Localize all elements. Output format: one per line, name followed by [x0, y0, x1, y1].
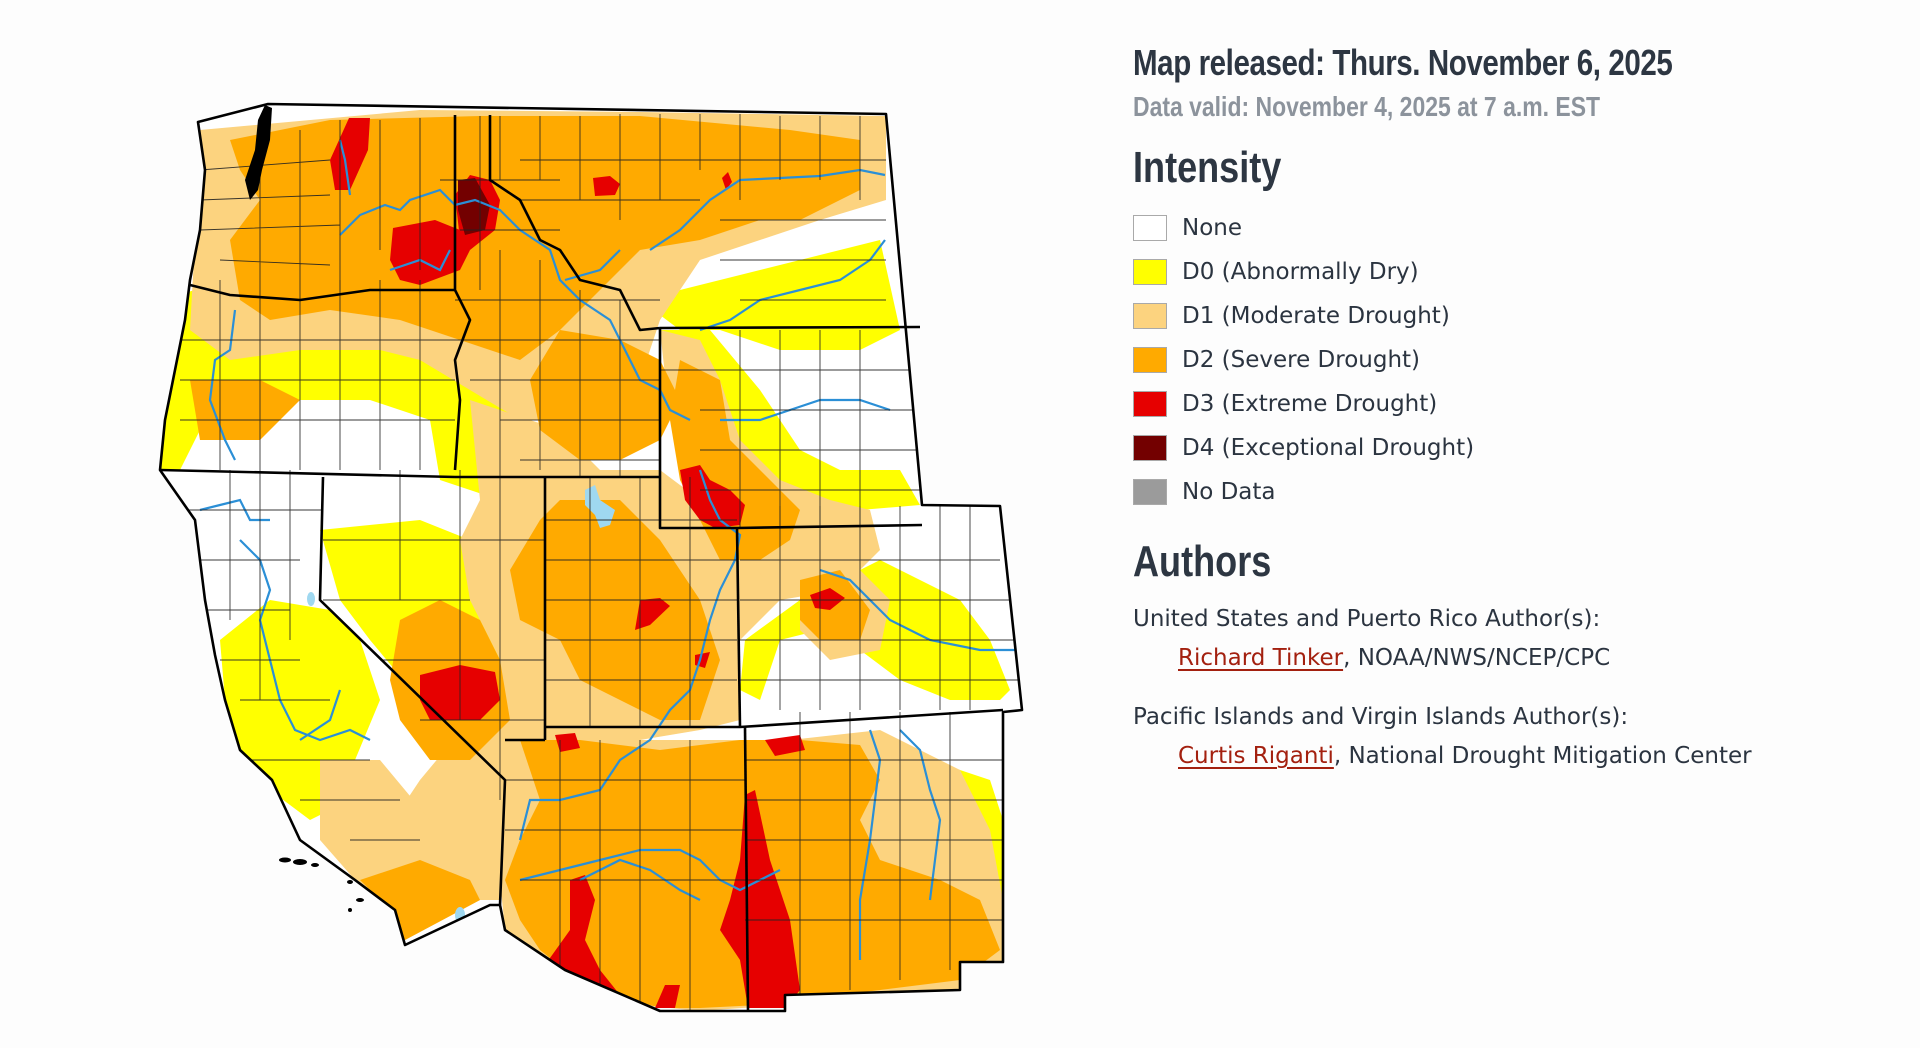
swatch-d0-icon — [1133, 259, 1167, 285]
swatch-d3-icon — [1133, 391, 1167, 417]
d4-areas — [458, 178, 490, 235]
legend-code: D4 — [1182, 435, 1215, 461]
intensity-heading: Intensity — [1133, 143, 1282, 192]
legend-code: D1 — [1182, 303, 1215, 329]
author-link-curtis-riganti[interactable]: Curtis Riganti — [1178, 743, 1334, 769]
legend-code: D2 — [1182, 347, 1215, 373]
intensity-legend: None D0 (Abnormally Dry) D1 (Moderate Dr… — [1133, 206, 1893, 514]
legend-desc: (Exceptional Drought) — [1221, 435, 1475, 461]
drought-map — [140, 90, 1040, 1030]
legend-code: D0 — [1182, 259, 1215, 285]
legend-item-d3: D3 (Extreme Drought) — [1133, 382, 1893, 426]
swatch-d2-icon — [1133, 347, 1167, 373]
legend-desc: (Severe Drought) — [1221, 347, 1421, 373]
author-group-label-us: United States and Puerto Rico Author(s): — [1133, 606, 1601, 632]
legend-desc: (Moderate Drought) — [1221, 303, 1450, 329]
legend-desc: (Extreme Drought) — [1221, 391, 1438, 417]
d2-areas — [190, 116, 1000, 1008]
legend-item-none: None — [1133, 206, 1893, 250]
swatch-none-icon — [1133, 215, 1167, 241]
state-borders — [158, 102, 1024, 1013]
author-affiliation: , National Drought Mitigation Center — [1333, 743, 1752, 769]
legend-item-no-data: No Data — [1133, 470, 1893, 514]
d3-areas — [330, 118, 845, 1008]
legend-item-d4: D4 (Exceptional Drought) — [1133, 426, 1893, 470]
swatch-no-data-icon — [1133, 479, 1167, 505]
drought-layers — [160, 104, 1022, 1011]
authors-list: United States and Puerto Rico Author(s):… — [1133, 602, 1893, 778]
islands — [245, 105, 364, 912]
info-panel: Map released: Thurs. November 6, 2025 Da… — [1133, 40, 1893, 778]
swatch-d4-icon — [1133, 435, 1167, 461]
county-lines — [175, 114, 1020, 1010]
author-link-richard-tinker[interactable]: Richard Tinker — [1178, 645, 1344, 671]
author-line-us: Richard Tinker, NOAA/NWS/NCEP/CPC — [1178, 636, 1893, 680]
swatch-d1-icon — [1133, 303, 1167, 329]
legend-code: None — [1182, 215, 1243, 241]
legend-item-d0: D0 (Abnormally Dry) — [1133, 250, 1893, 294]
map-released-date: Map released: Thurs. November 6, 2025 — [1133, 42, 1673, 83]
legend-item-d1: D1 (Moderate Drought) — [1133, 294, 1893, 338]
drought-map-svg — [158, 102, 1024, 1013]
legend-desc: (Abnormally Dry) — [1221, 259, 1419, 285]
legend-item-d2: D2 (Severe Drought) — [1133, 338, 1893, 382]
author-group-label-pacific: Pacific Islands and Virgin Islands Autho… — [1133, 704, 1629, 730]
author-line-pacific: Curtis Riganti, National Drought Mitigat… — [1178, 734, 1893, 778]
data-valid-date: Data valid: November 4, 2025 at 7 a.m. E… — [1133, 91, 1601, 122]
author-affiliation: , NOAA/NWS/NCEP/CPC — [1343, 645, 1611, 671]
legend-code: No Data — [1182, 479, 1276, 505]
authors-heading: Authors — [1133, 537, 1272, 586]
legend-code: D3 — [1182, 391, 1215, 417]
